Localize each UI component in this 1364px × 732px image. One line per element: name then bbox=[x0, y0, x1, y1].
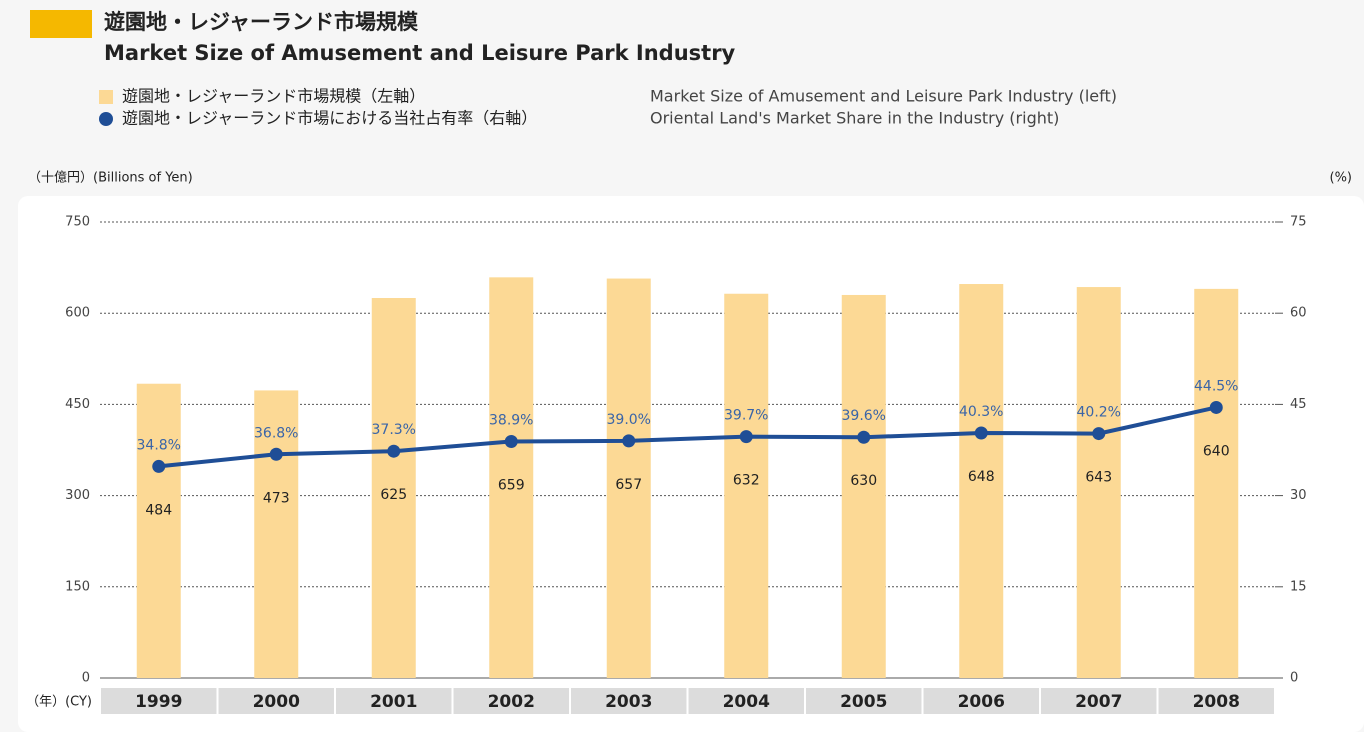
line-point bbox=[269, 447, 283, 461]
x-label-cell bbox=[218, 688, 334, 714]
bar bbox=[489, 277, 534, 678]
x-tick-label: 1999 bbox=[135, 692, 182, 712]
x-tick-label: 2008 bbox=[1193, 692, 1240, 712]
y-tick-label: 450 bbox=[65, 397, 90, 412]
bar-value-label: 648 bbox=[968, 469, 995, 485]
x-tick-label: 2000 bbox=[253, 692, 300, 712]
bar bbox=[606, 278, 651, 678]
bar-value-label: 659 bbox=[498, 477, 525, 493]
x-tick-label: 2003 bbox=[605, 692, 652, 712]
x-tick-label: 2001 bbox=[370, 692, 417, 712]
line bbox=[158, 405, 1217, 469]
bar-value-label: 630 bbox=[850, 473, 877, 489]
x-tick-label: 2005 bbox=[840, 692, 887, 712]
legend-label: 遊園地・レジャーランド市場規模（左軸） bbox=[122, 87, 425, 106]
bar bbox=[959, 284, 1004, 678]
bar-value-label: 484 bbox=[145, 502, 172, 518]
y2-tick-label: 0 bbox=[1290, 671, 1298, 686]
legend-swatch bbox=[99, 112, 113, 126]
y-axis-label: （十億円）(Billions of Yen) bbox=[28, 170, 193, 186]
line-point bbox=[504, 434, 518, 448]
x-label-cell bbox=[1041, 688, 1157, 714]
y2-tick-label: 15 bbox=[1290, 579, 1307, 594]
x-label-cell bbox=[806, 688, 922, 714]
bar-value-label: 657 bbox=[615, 477, 642, 493]
x-label-cell bbox=[101, 688, 217, 714]
bar bbox=[371, 298, 416, 678]
line-value-label: 40.2% bbox=[1077, 405, 1121, 421]
legend-swatch bbox=[99, 90, 113, 104]
title-marker bbox=[30, 10, 92, 38]
x-label-cell bbox=[688, 688, 804, 714]
bar bbox=[841, 294, 886, 678]
legend-label-en: Market Size of Amusement and Leisure Par… bbox=[650, 87, 1117, 106]
line-value-label: 39.7% bbox=[724, 408, 768, 424]
y-tick-label: 0 bbox=[82, 671, 90, 686]
x-tick-label: 2002 bbox=[488, 692, 535, 712]
y-tick-label: 600 bbox=[65, 306, 90, 321]
line-point bbox=[1092, 427, 1106, 441]
bar-value-label: 632 bbox=[733, 473, 760, 489]
line-value-label: 37.3% bbox=[372, 422, 416, 438]
chart-title: 遊園地・レジャーランド市場規模 bbox=[104, 10, 419, 34]
line-point bbox=[152, 459, 166, 473]
line-value-label: 40.3% bbox=[959, 404, 1003, 420]
x-label-cell bbox=[453, 688, 569, 714]
line-point bbox=[974, 426, 988, 440]
line-point bbox=[1209, 400, 1223, 414]
line-value-label: 39.0% bbox=[607, 412, 651, 428]
y-tick-label: 750 bbox=[65, 215, 90, 230]
y-tick-label: 150 bbox=[65, 579, 90, 594]
y2-tick-label: 45 bbox=[1290, 397, 1307, 412]
bar-value-label: 625 bbox=[380, 487, 407, 503]
x-label-cell bbox=[336, 688, 452, 714]
bar-value-label: 640 bbox=[1203, 443, 1230, 459]
line-point bbox=[622, 434, 636, 448]
x-label-cell bbox=[1158, 688, 1274, 714]
chart-subtitle: Market Size of Amusement and Leisure Par… bbox=[104, 41, 736, 65]
x-tick-label: 2004 bbox=[723, 692, 770, 712]
bar bbox=[136, 383, 181, 678]
line-value-label: 44.5% bbox=[1194, 378, 1238, 394]
y2-axis-label: (%) bbox=[1330, 171, 1353, 186]
x-label-cell bbox=[923, 688, 1039, 714]
bar-value-label: 643 bbox=[1085, 470, 1112, 486]
y2-tick-label: 60 bbox=[1290, 306, 1307, 321]
line-value-label: 34.8% bbox=[137, 437, 181, 453]
bar bbox=[724, 293, 769, 678]
bar bbox=[1194, 288, 1239, 678]
bar-value-label: 473 bbox=[263, 490, 290, 506]
x-label-cell bbox=[571, 688, 687, 714]
bar bbox=[1076, 287, 1121, 678]
x-tick-label: 2006 bbox=[958, 692, 1005, 712]
line-point bbox=[387, 444, 401, 458]
legend-label-en: Oriental Land's Market Share in the Indu… bbox=[650, 109, 1059, 128]
x-tick-label: 2007 bbox=[1075, 692, 1122, 712]
line-value-label: 36.8% bbox=[254, 425, 298, 441]
bar bbox=[254, 390, 299, 678]
y2-tick-label: 30 bbox=[1290, 488, 1307, 503]
line-value-label: 38.9% bbox=[489, 412, 533, 428]
plot-panel bbox=[18, 196, 1364, 732]
line-point bbox=[739, 430, 753, 444]
x-axis-label: （年）(CY) bbox=[26, 695, 92, 710]
legend-label: 遊園地・レジャーランド市場における当社占有率（右軸） bbox=[122, 109, 537, 128]
y2-tick-label: 75 bbox=[1290, 215, 1307, 230]
line-value-label: 39.6% bbox=[842, 408, 886, 424]
y-tick-label: 300 bbox=[65, 488, 90, 503]
line-point bbox=[857, 430, 871, 444]
